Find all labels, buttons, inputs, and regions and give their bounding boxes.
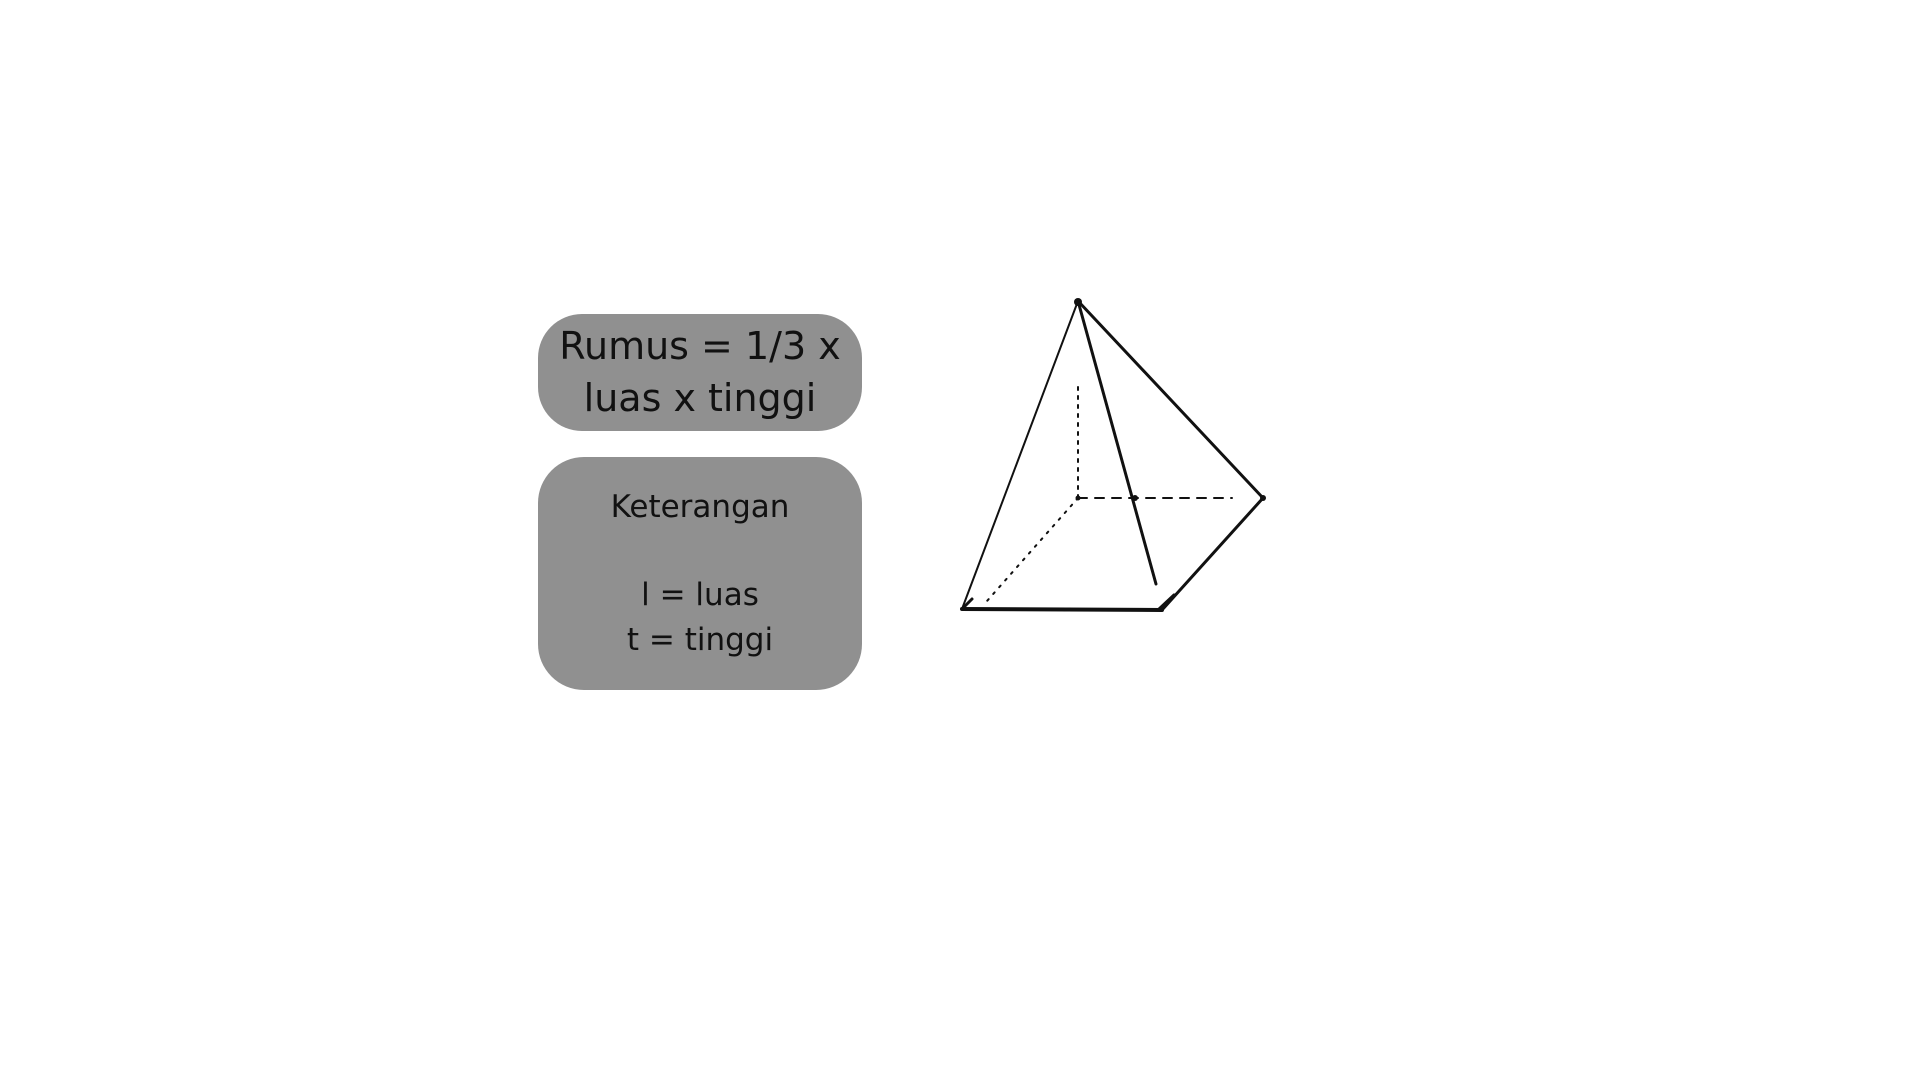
hidden-base-left-edge [986,497,1079,602]
edge-apex-front [1076,299,1158,586]
right-vertex [1260,495,1266,501]
legend-title: Keterangan [610,489,790,525]
back-vertex [1075,495,1081,501]
edge-apex-left [961,300,1079,610]
intersection-point [1132,495,1138,501]
pyramid-diagram [960,298,1266,612]
front-corner-tick [1156,593,1176,612]
legend-item-luas: l = luas [641,577,759,613]
left-corner-tick [960,597,974,611]
base-front-edge [960,607,1164,612]
legend-card: Keterangan l = luas t = tinggi [538,457,862,690]
apex-vertex [1074,298,1082,306]
formula-line-2: luas x tinggi [583,376,817,420]
edge-apex-right [1076,299,1265,500]
formula-card: Rumus = 1/3 x luas x tinggi [538,314,862,431]
base-right-edge [1160,496,1265,612]
formula-line-1: Rumus = 1/3 x [559,324,841,368]
legend-item-tinggi: t = tinggi [626,622,774,658]
